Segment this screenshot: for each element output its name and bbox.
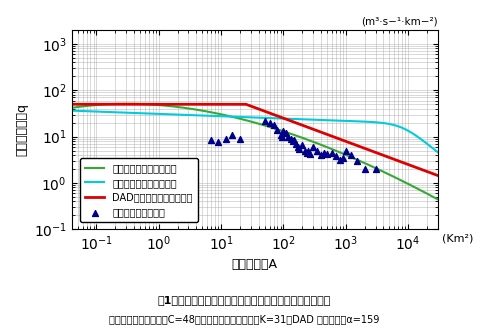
洪水比流量の観測値 <box>285 134 292 139</box>
洪水比流量の観測値 <box>290 137 298 142</box>
洪水比流量の観測値 <box>328 150 336 155</box>
クリーガ式の洪水比流量 <box>69 106 75 110</box>
洪水比流量の観測値 <box>207 137 215 142</box>
Text: (m³·s−¹·km−²): (m³·s−¹·km−²) <box>361 16 438 26</box>
Line: DAD解析による洪水比流量: DAD解析による洪水比流量 <box>72 104 452 181</box>
洪水比流量の観測値 <box>273 127 281 133</box>
洪水比流量の観測値 <box>361 166 368 172</box>
クリーガ式の洪水比流量 <box>441 201 447 205</box>
洪水比流量の観測値 <box>214 140 222 145</box>
DAD解析による洪水比流量 <box>400 161 406 164</box>
洪水比流量の観測値 <box>301 148 309 153</box>
洪水比流量の観測値 <box>295 146 303 151</box>
Y-axis label: 洪水比流量　q: 洪水比流量 q <box>15 103 28 156</box>
Text: クリーガ式の地域係数C=48、グループ式の地域係数K=31、DAD 解析の定数α=159: クリーガ式の地域係数C=48、グループ式の地域係数K=31、DAD 解析の定数α… <box>109 315 379 324</box>
クリーガ式の洪水比流量 <box>135 102 141 106</box>
クリーガ式の洪水比流量 <box>112 102 118 106</box>
Line: クリーガ式の洪水比流量: クリーガ式の洪水比流量 <box>72 104 452 207</box>
洪水比流量の観測値 <box>313 148 321 153</box>
洪水比流量の観測値 <box>303 150 311 155</box>
クリーガ式の洪水比流量 <box>124 102 130 106</box>
洪水比流量の観測値 <box>236 136 244 141</box>
Line: グループ式の洪水比流量: グループ式の洪水比流量 <box>72 111 452 164</box>
クリーガ式の洪水比流量 <box>449 205 455 209</box>
洪水比流量の観測値 <box>332 153 340 159</box>
グループ式の洪水比流量 <box>231 115 237 119</box>
グループ式の洪水比流量 <box>441 155 447 159</box>
洪水比流量の観測値 <box>371 166 379 172</box>
DAD解析による洪水比流量 <box>112 102 118 106</box>
グループ式の洪水比流量 <box>69 109 75 113</box>
洪水比流量の観測値 <box>336 157 344 162</box>
洪水比流量の観測値 <box>317 152 325 158</box>
クリーガ式の洪水比流量 <box>401 180 407 184</box>
Text: 図1　関東地方最大雨量による洪水比流量曲線式の評価例: 図1 関東地方最大雨量による洪水比流量曲線式の評価例 <box>157 295 331 305</box>
洪水比流量の観測値 <box>305 148 312 153</box>
洪水比流量の観測値 <box>282 130 290 136</box>
洪水比流量の観測値 <box>298 143 306 148</box>
DAD解析による洪水比流量 <box>135 102 141 106</box>
洪水比流量の観測値 <box>265 120 273 125</box>
洪水比流量の観測値 <box>320 150 328 155</box>
Legend: クリーガ式の洪水比流量, グループ式の洪水比流量, DAD解析による洪水比流量, 洪水比流量の観測値: クリーガ式の洪水比流量, グループ式の洪水比流量, DAD解析による洪水比流量,… <box>80 158 198 222</box>
グループ式の洪水比流量 <box>135 111 141 115</box>
グループ式の洪水比流量 <box>214 114 220 118</box>
洪水比流量の観測値 <box>228 132 236 137</box>
洪水比流量の観測値 <box>278 134 286 139</box>
洪水比流量の観測値 <box>339 155 347 160</box>
洪水比流量の観測値 <box>222 136 230 141</box>
DAD解析による洪水比流量 <box>441 176 447 180</box>
洪水比流量の観測値 <box>277 132 285 137</box>
クリーガ式の洪水比流量 <box>231 115 237 119</box>
クリーガ式の洪水比流量 <box>215 112 221 115</box>
グループ式の洪水比流量 <box>400 126 406 130</box>
洪水比流量の観測値 <box>270 122 278 127</box>
洪水比流量の観測値 <box>294 144 302 149</box>
洪水比流量の観測値 <box>261 118 268 123</box>
洪水比流量の観測値 <box>347 152 355 158</box>
洪水比流量の観測値 <box>342 149 350 154</box>
洪水比流量の観測値 <box>288 139 296 144</box>
グループ式の洪水比流量 <box>449 162 455 165</box>
DAD解析による洪水比流量 <box>214 102 220 106</box>
洪水比流量の観測値 <box>286 136 294 141</box>
DAD解析による洪水比流量 <box>69 102 75 106</box>
洪水比流量の観測値 <box>353 158 361 164</box>
洪水比流量の観測値 <box>280 129 287 134</box>
洪水比流量の観測値 <box>306 151 314 157</box>
X-axis label: 流域面積　A: 流域面積 A <box>232 258 278 271</box>
洪水比流量の観測値 <box>292 141 300 146</box>
洪水比流量の観測値 <box>323 151 331 157</box>
グループ式の洪水比流量 <box>112 110 118 114</box>
Text: (Km²): (Km²) <box>442 233 473 243</box>
DAD解析による洪水比流量 <box>231 102 237 106</box>
DAD解析による洪水比流量 <box>449 179 455 183</box>
洪水比流量の観測値 <box>309 144 317 149</box>
